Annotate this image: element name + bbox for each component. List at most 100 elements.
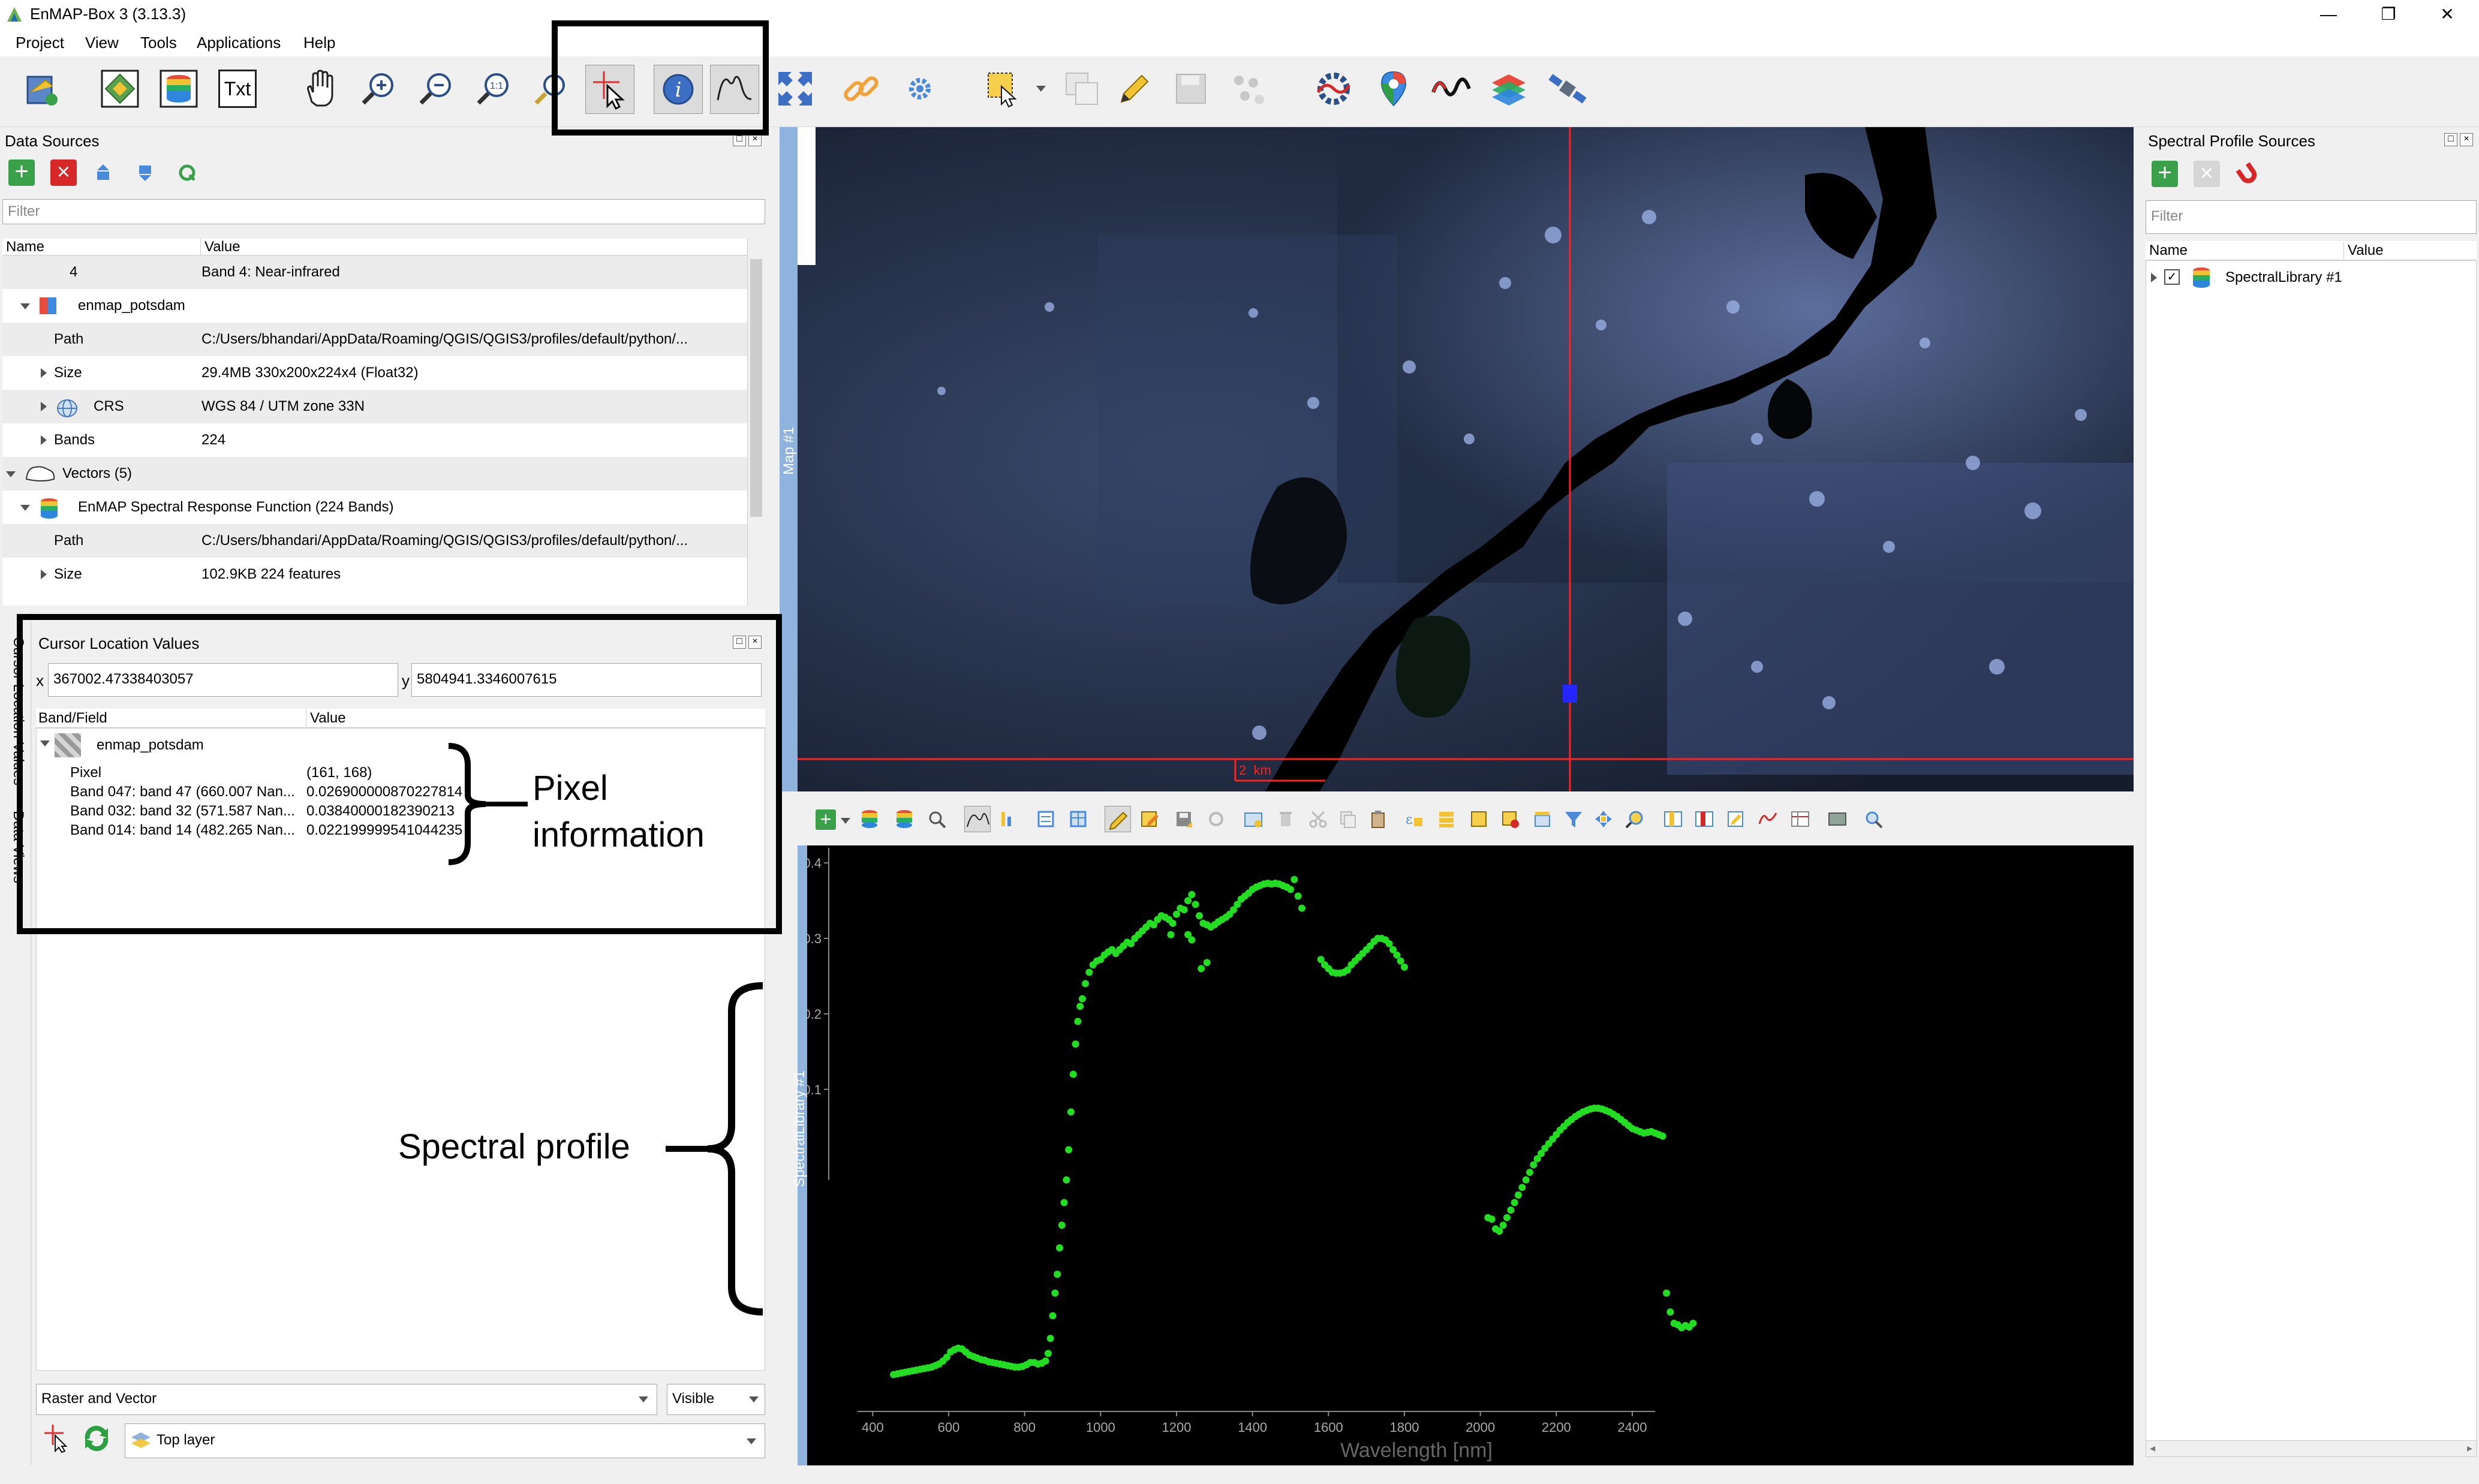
scrollbar-thumb[interactable] [750, 259, 762, 517]
tree-row[interactable]: Size 102.9KB 224 features [2, 558, 752, 591]
move-to-location-button[interactable] [771, 65, 819, 113]
menu-tools[interactable]: Tools [140, 34, 177, 52]
form-view-icon[interactable] [1036, 809, 1055, 829]
tree-row[interactable]: CRS WGS 84 / UTM zone 33N [2, 390, 752, 423]
export-library-icon[interactable] [893, 808, 915, 830]
float-panel-button[interactable]: □ [2444, 133, 2457, 146]
tree-row[interactable]: enmap_potsdam [2, 289, 752, 323]
expand-arrow-icon[interactable] [41, 435, 47, 445]
zoom-to-selection-icon[interactable] [1625, 809, 1644, 829]
profile-sources-hscrollbar[interactable]: ◂ ▸ [2146, 1440, 2477, 1457]
invert-selection-icon[interactable] [1469, 809, 1488, 829]
multi-edit-icon[interactable] [1141, 809, 1160, 829]
link-map-views-button[interactable] [837, 65, 885, 113]
cut-icon[interactable] [1308, 809, 1328, 829]
open-text-view-button[interactable]: Txt [213, 65, 261, 113]
minimize-button[interactable]: — [2320, 5, 2337, 23]
expression-icon[interactable]: ε [1404, 809, 1424, 829]
maximize-button[interactable]: ❐ [2381, 5, 2396, 23]
profile-view-icon[interactable] [964, 806, 991, 832]
select-cursor-location-button[interactable] [585, 65, 634, 114]
layer-type-select[interactable]: Raster and Vector [36, 1384, 657, 1415]
close-panel-button[interactable]: × [748, 636, 762, 649]
expand-arrow-icon[interactable] [41, 368, 47, 378]
expand-arrow-icon[interactable] [41, 402, 47, 411]
toggle-editing-button[interactable] [1111, 65, 1159, 113]
save-edits-icon[interactable] [1174, 809, 1193, 829]
add-source-icon[interactable]: + [2152, 161, 2178, 187]
expand-arrow-icon[interactable] [2151, 273, 2157, 282]
tree-row[interactable]: Path C:/Users/bhandari/AppData/Roaming/Q… [2, 524, 752, 558]
expand-all-icon[interactable] [136, 163, 155, 182]
x-coordinate-input[interactable]: 367002.47338403057 [48, 663, 398, 697]
refresh-icon[interactable] [82, 1423, 112, 1453]
new-field-icon[interactable] [1663, 809, 1683, 829]
tree-row[interactable]: Bands 224 [2, 423, 752, 457]
expand-arrow-icon[interactable] [41, 570, 47, 579]
add-data-source-button[interactable] [18, 65, 66, 113]
pan-button[interactable] [296, 65, 344, 113]
menu-help[interactable]: Help [303, 34, 336, 52]
qgis-import-icon[interactable] [177, 163, 197, 182]
close-panel-button[interactable]: × [2460, 133, 2473, 146]
collapse-all-icon[interactable] [94, 163, 113, 182]
checkbox[interactable]: ✓ [2164, 269, 2180, 285]
delete-field-icon[interactable] [1695, 809, 1714, 829]
sensor-products-button[interactable] [1544, 65, 1592, 113]
y-coordinate-input[interactable]: 5804941.3346007615 [411, 663, 762, 697]
magnet-icon[interactable] [2233, 159, 2262, 188]
import-library-icon[interactable] [859, 808, 880, 830]
spectral-profile-plot[interactable]: 400 600 800 1000 1200 1400 1600 1800 2000 2200 240… [803, 845, 2134, 1465]
chevron-down-icon[interactable] [841, 818, 850, 824]
move-selection-top-icon[interactable] [1533, 809, 1552, 829]
zoom-native-button[interactable]: 1:1 [470, 65, 518, 113]
tree-row[interactable]: Path C:/Users/bhandari/AppData/Roaming/Q… [2, 323, 752, 356]
tree-row[interactable]: EnMAP Spectral Response Function (224 Ba… [2, 490, 752, 524]
scroll-left-icon[interactable]: ◂ [2150, 1442, 2156, 1454]
conditional-format-icon[interactable] [1791, 809, 1810, 829]
expand-arrow-icon[interactable] [6, 471, 16, 477]
column-header-name[interactable]: Name [2149, 242, 2188, 258]
spectral-dock-tab[interactable] [798, 845, 807, 1465]
select-features-button[interactable] [980, 65, 1028, 113]
data-sources-filter-input[interactable]: Filter [2, 199, 765, 224]
deselect-all-icon[interactable] [1500, 809, 1520, 829]
column-header-band-field[interactable]: Band/Field [38, 710, 107, 726]
open-spectral-library-button[interactable] [155, 65, 203, 113]
deselect-features-button[interactable] [1058, 65, 1106, 113]
filter-icon[interactable] [1564, 809, 1583, 829]
tree-row[interactable]: Size 29.4MB 330x200x224x4 (Float32) [2, 356, 752, 390]
expand-arrow-icon[interactable] [40, 741, 50, 746]
scroll-right-icon[interactable]: ▸ [2466, 1442, 2472, 1454]
reload-icon[interactable] [1207, 809, 1226, 829]
spectral-processing-icon[interactable] [1758, 809, 1777, 829]
location-browser-button[interactable] [1370, 65, 1418, 113]
identify-tool-icon[interactable] [927, 809, 946, 829]
visibility-select[interactable]: Visible [667, 1384, 765, 1415]
add-feature-button[interactable] [1223, 65, 1271, 113]
identify-cursor-location-values-button[interactable]: i [654, 65, 703, 114]
spectral-view-button[interactable] [1427, 65, 1475, 113]
expand-arrow-icon[interactable] [20, 303, 30, 309]
profile-source-item[interactable]: ✓ SpectralLibrary #1 [2146, 261, 2476, 294]
menu-applications[interactable]: Applications [197, 34, 281, 52]
toggle-editing-icon[interactable] [1105, 806, 1131, 832]
select-all-icon[interactable] [1437, 809, 1456, 829]
zoom-out-button[interactable] [413, 65, 461, 113]
menu-project[interactable]: Project [16, 34, 64, 52]
add-record-icon[interactable] [1244, 809, 1263, 829]
select-dropdown-button[interactable] [1029, 65, 1053, 113]
bar-chart-icon[interactable] [999, 809, 1018, 829]
tree-row[interactable]: 4 Band 4: Near-infrared [2, 255, 752, 289]
column-header-name[interactable]: Name [6, 239, 45, 255]
column-header-value[interactable]: Value [2343, 242, 2384, 259]
copy-icon[interactable] [1338, 809, 1358, 829]
layer-stack-button[interactable] [1485, 65, 1533, 113]
select-cursor-location-icon[interactable] [42, 1423, 72, 1453]
map-dock-tab[interactable]: Map #1 [780, 127, 798, 791]
table-view-icon[interactable] [1069, 809, 1088, 829]
remove-data-source-icon[interactable]: × [50, 159, 77, 186]
profile-sources-filter-input[interactable]: Filter [2146, 200, 2477, 234]
delete-record-icon[interactable] [1276, 809, 1295, 829]
close-button[interactable]: ✕ [2440, 5, 2454, 23]
